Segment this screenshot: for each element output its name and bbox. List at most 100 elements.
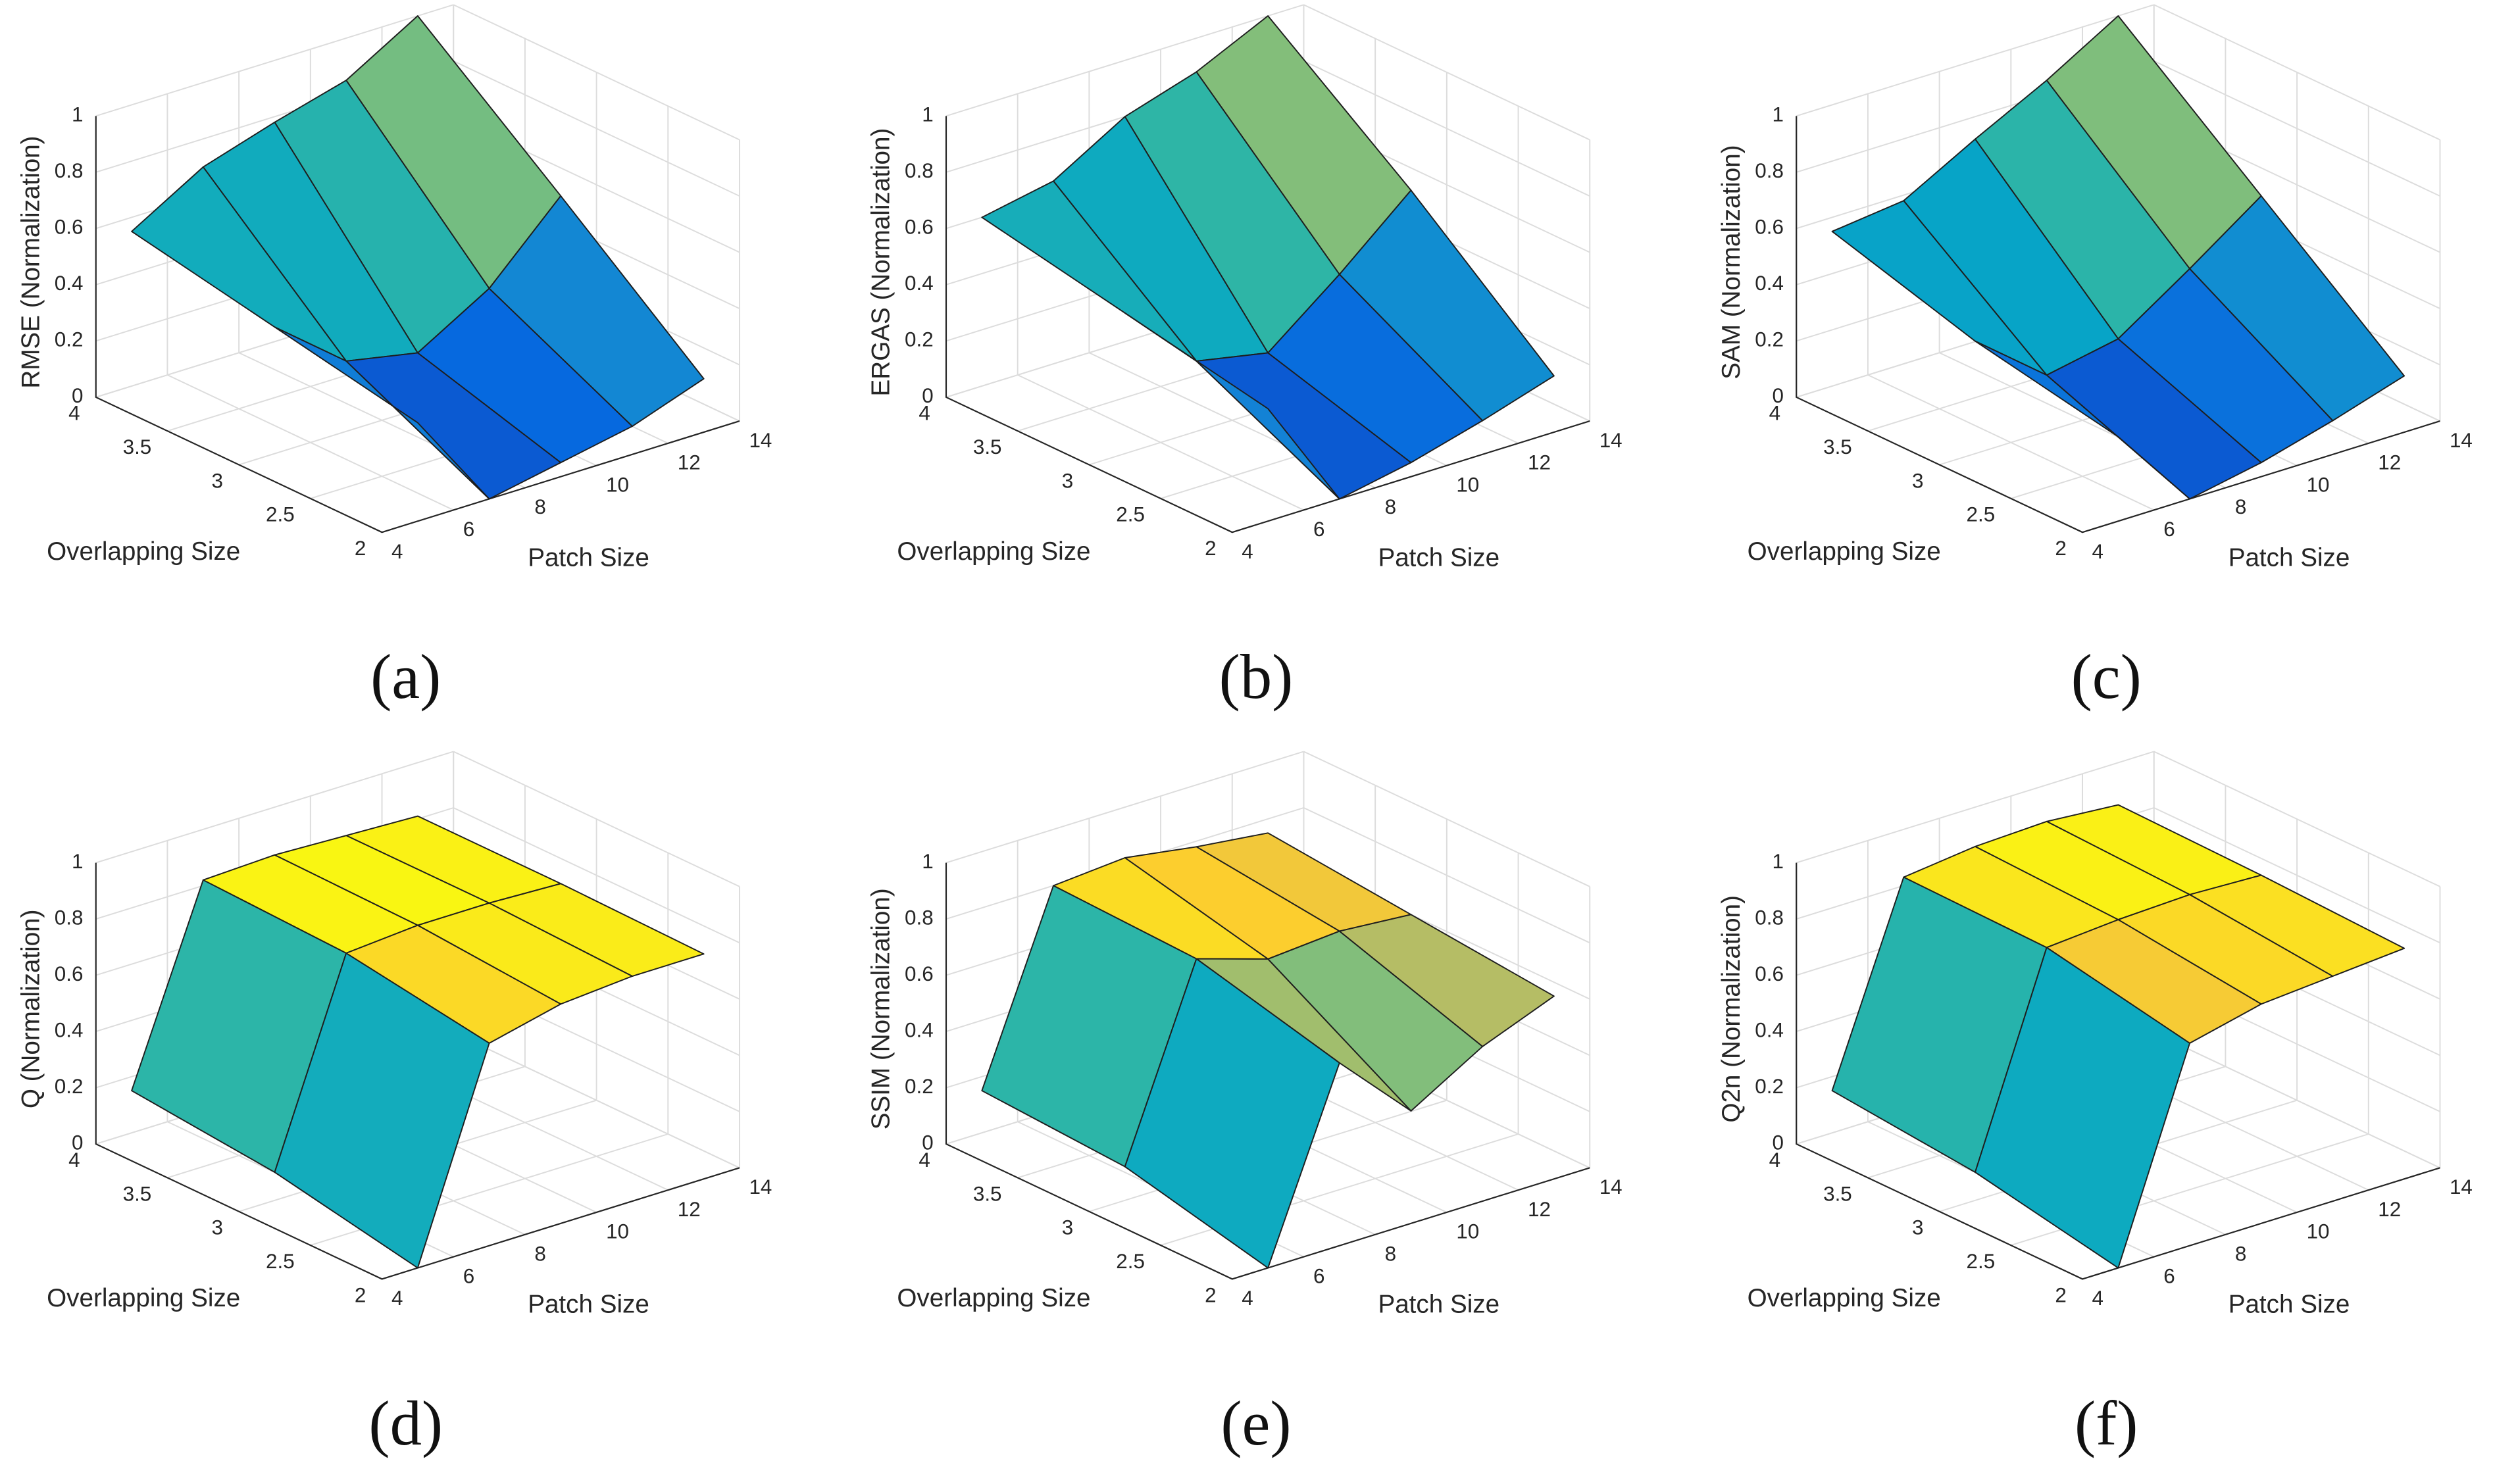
caption: (e) bbox=[1221, 1388, 1291, 1458]
grid-line bbox=[95, 4, 454, 117]
y-tick-label: 3.5 bbox=[973, 1182, 1002, 1205]
z-tick-label: 1 bbox=[1772, 850, 1783, 873]
x-tick-label: 6 bbox=[2163, 518, 2175, 541]
x-tick-label: 10 bbox=[2307, 473, 2330, 496]
z-tick-label: 0.4 bbox=[1755, 272, 1784, 295]
y-tick-label: 3 bbox=[1062, 469, 1073, 492]
grid-line bbox=[1303, 4, 1590, 141]
y-tick-label: 2.5 bbox=[1116, 503, 1145, 526]
y-tick-label: 4 bbox=[919, 402, 930, 425]
z-tick-label: 0.6 bbox=[55, 216, 84, 239]
x-tick-label: 6 bbox=[1313, 518, 1324, 541]
z-axis-label: ERGAS (Normalization) bbox=[867, 128, 895, 397]
z-tick-label: 0.6 bbox=[55, 962, 84, 985]
grid-line bbox=[1303, 60, 1590, 197]
z-tick-label: 0.6 bbox=[905, 216, 934, 239]
z-axis-label: SSIM (Normalization) bbox=[867, 888, 895, 1129]
x-tick-label: 14 bbox=[2450, 1175, 2473, 1199]
z-tick-label: 0.4 bbox=[905, 1018, 934, 1041]
z-axis-label: Q2n (Normalization) bbox=[1717, 895, 1746, 1123]
surface-face bbox=[1124, 312, 1340, 500]
y-tick-label: 2.5 bbox=[1967, 503, 1996, 526]
grid-line bbox=[95, 751, 454, 864]
x-tick-label: 10 bbox=[606, 1220, 629, 1243]
y-tick-label: 3 bbox=[212, 469, 223, 492]
grid-line bbox=[2153, 1032, 2440, 1169]
x-tick-label: 12 bbox=[678, 451, 701, 474]
caption: (d) bbox=[368, 1388, 443, 1458]
grid-line bbox=[1303, 807, 1590, 944]
y-tick-label: 2 bbox=[355, 1283, 366, 1306]
z-tick-label: 0.4 bbox=[55, 272, 84, 295]
grid-line bbox=[2153, 751, 2440, 887]
y-tick-label: 4 bbox=[68, 402, 80, 425]
grid-line bbox=[453, 60, 740, 197]
z-tick-label: 0.8 bbox=[905, 906, 934, 929]
y-axis-label: Overlapping Size bbox=[47, 537, 240, 566]
axis-line bbox=[945, 116, 1590, 533]
surface-face bbox=[1975, 947, 2191, 1269]
y-tick-label: 3 bbox=[1912, 1216, 1923, 1239]
y-tick-label: 3.5 bbox=[1823, 435, 1852, 458]
y-tick-label: 2 bbox=[1205, 1283, 1216, 1306]
grid-line bbox=[453, 807, 740, 944]
caption: (c) bbox=[2071, 641, 2142, 712]
x-tick-label: 4 bbox=[2092, 540, 2103, 563]
y-axis-label: Overlapping Size bbox=[1748, 537, 1941, 566]
z-tick-label: 0.2 bbox=[1755, 328, 1784, 351]
x-tick-label: 10 bbox=[1456, 473, 1479, 496]
z-tick-label: 1 bbox=[72, 850, 83, 873]
z-tick-label: 0 bbox=[1772, 1131, 1783, 1154]
x-tick-label: 14 bbox=[1599, 1175, 1623, 1199]
x-tick-label: 14 bbox=[749, 429, 772, 452]
y-axis-label: Overlapping Size bbox=[897, 1284, 1090, 1312]
x-tick-label: 10 bbox=[2307, 1220, 2330, 1243]
y-tick-label: 4 bbox=[919, 1149, 930, 1172]
grid-line bbox=[2153, 4, 2440, 141]
x-tick-label: 8 bbox=[1385, 495, 1396, 518]
x-tick-label: 4 bbox=[391, 540, 403, 563]
surface-face bbox=[1124, 958, 1340, 1269]
grid-line bbox=[2153, 807, 2440, 944]
x-tick-label: 12 bbox=[2378, 1198, 2401, 1221]
surface-face bbox=[274, 326, 490, 500]
grid-line bbox=[945, 4, 1304, 117]
y-tick-label: 2.5 bbox=[266, 1250, 295, 1273]
caption: (b) bbox=[1219, 641, 1294, 712]
x-tick-label: 4 bbox=[1242, 1287, 1253, 1310]
x-axis-label: Patch Size bbox=[1378, 543, 1499, 572]
y-tick-label: 4 bbox=[1769, 1149, 1780, 1172]
grid-line bbox=[945, 751, 1304, 864]
y-tick-label: 2 bbox=[2055, 1283, 2066, 1306]
x-tick-label: 8 bbox=[2235, 495, 2246, 518]
x-axis-label: Patch Size bbox=[1378, 1291, 1499, 1319]
y-tick-label: 3.5 bbox=[1823, 1182, 1852, 1205]
z-tick-label: 0 bbox=[72, 1131, 83, 1154]
y-tick-label: 3 bbox=[1062, 1216, 1073, 1239]
x-tick-label: 12 bbox=[1528, 1198, 1551, 1221]
grid-line bbox=[453, 751, 740, 887]
y-tick-label: 2.5 bbox=[266, 503, 295, 526]
x-tick-label: 4 bbox=[1242, 540, 1253, 563]
z-tick-label: 0.6 bbox=[1755, 216, 1784, 239]
x-tick-label: 6 bbox=[1313, 1264, 1324, 1287]
y-tick-label: 4 bbox=[68, 1149, 80, 1172]
x-tick-label: 4 bbox=[391, 1287, 403, 1310]
z-tick-label: 0.6 bbox=[1755, 962, 1784, 985]
z-tick-label: 0.8 bbox=[1755, 159, 1784, 182]
surface-face bbox=[274, 952, 490, 1269]
x-tick-label: 12 bbox=[2378, 451, 2401, 474]
y-axis-label: Overlapping Size bbox=[47, 1284, 240, 1312]
z-tick-label: 0 bbox=[922, 1131, 933, 1154]
x-tick-label: 8 bbox=[534, 495, 545, 518]
x-tick-label: 8 bbox=[2235, 1242, 2246, 1265]
y-tick-label: 3.5 bbox=[123, 1182, 152, 1205]
surface-face bbox=[1975, 340, 2191, 500]
z-tick-label: 0.8 bbox=[1755, 906, 1784, 929]
x-tick-label: 6 bbox=[463, 1264, 474, 1287]
x-axis-label: Patch Size bbox=[528, 1291, 649, 1319]
grid-line bbox=[2153, 60, 2440, 197]
